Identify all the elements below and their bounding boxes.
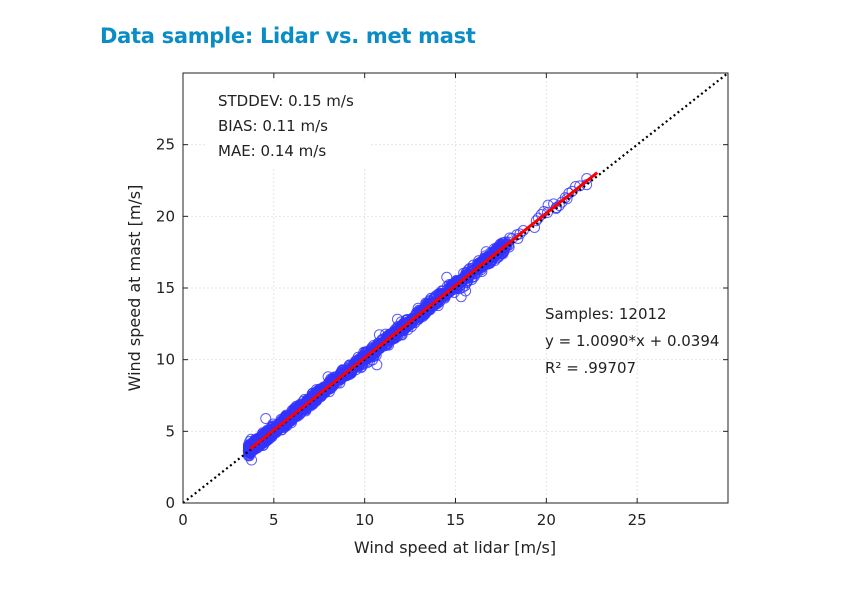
stat-stddev: STDDEV: 0.15 m/s — [218, 92, 354, 110]
data-point — [308, 392, 320, 404]
x-tick-label: 0 — [178, 511, 188, 529]
chart-title: Data sample: Lidar vs. met mast — [100, 24, 476, 48]
data-point — [357, 354, 369, 366]
x-tick-label: 20 — [537, 511, 556, 529]
axis-ticks: 0 5 10 15 20 25 0 5 10 15 20 25 — [156, 73, 728, 529]
data-point — [306, 395, 318, 407]
data-point — [407, 313, 419, 325]
x-tick-label: 5 — [269, 511, 279, 529]
x-tick-label: 10 — [355, 511, 374, 529]
data-point — [359, 352, 371, 364]
y-tick-label: 20 — [156, 207, 175, 225]
data-point — [344, 365, 356, 377]
x-tick-label: 15 — [446, 511, 465, 529]
r-squared: R² = .99707 — [545, 359, 636, 377]
y-tick-label: 10 — [156, 351, 175, 369]
data-point — [275, 419, 287, 431]
fit-equation: y = 1.0090*x + 0.0394 — [545, 332, 719, 350]
stats-box — [205, 82, 370, 168]
y-tick-label: 15 — [156, 279, 175, 297]
x-axis-label: Wind speed at lidar [m/s] — [354, 538, 556, 557]
x-tick-label: 25 — [628, 511, 647, 529]
stat-bias: BIAS: 0.11 m/s — [218, 117, 328, 135]
y-tick-label: 25 — [156, 136, 175, 154]
data-point — [342, 366, 354, 378]
data-point — [265, 428, 277, 440]
stat-mae: MAE: 0.14 m/s — [218, 142, 326, 160]
data-point — [371, 359, 383, 371]
data-point — [457, 275, 469, 287]
data-point — [324, 378, 336, 390]
y-axis-label: Wind speed at mast [m/s] — [125, 185, 144, 392]
data-point — [245, 445, 257, 457]
data-point — [252, 438, 264, 450]
y-tick-label: 0 — [165, 494, 175, 512]
data-point — [532, 212, 544, 224]
data-point — [260, 413, 272, 425]
data-point — [447, 282, 459, 294]
data-point — [328, 375, 340, 387]
samples-label: Samples: 12012 — [545, 305, 667, 323]
fit-line — [249, 171, 599, 451]
data-point — [441, 271, 453, 283]
y-tick-label: 5 — [165, 422, 175, 440]
